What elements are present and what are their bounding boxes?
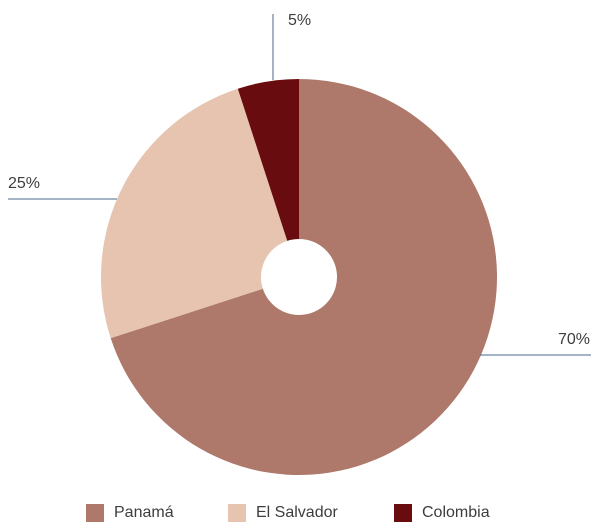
data-label-colombia: 5% [288,12,311,29]
legend-swatch-panama [86,504,104,522]
legend-item-el-salvador: El Salvador [228,504,338,522]
legend-swatch-el-salvador [228,504,246,522]
legend-item-panama: Panamá [86,504,174,522]
legend-item-colombia: Colombia [394,504,490,522]
legend-label-el-salvador: El Salvador [256,504,338,521]
legend-label-colombia: Colombia [422,504,490,521]
data-label-el-salvador: 25% [8,175,40,192]
legend: Panamá El Salvador Colombia [0,500,591,524]
pie-chart: 70% 25% 5% [8,12,591,476]
pie-slice-colombia [237,79,299,241]
pie-slice-panama [110,79,498,476]
data-label-panama: 70% [558,331,590,348]
legend-label-panama: Panamá [114,504,174,521]
pie-slice-el-salvador [101,88,288,339]
legend-swatch-colombia [394,504,412,522]
